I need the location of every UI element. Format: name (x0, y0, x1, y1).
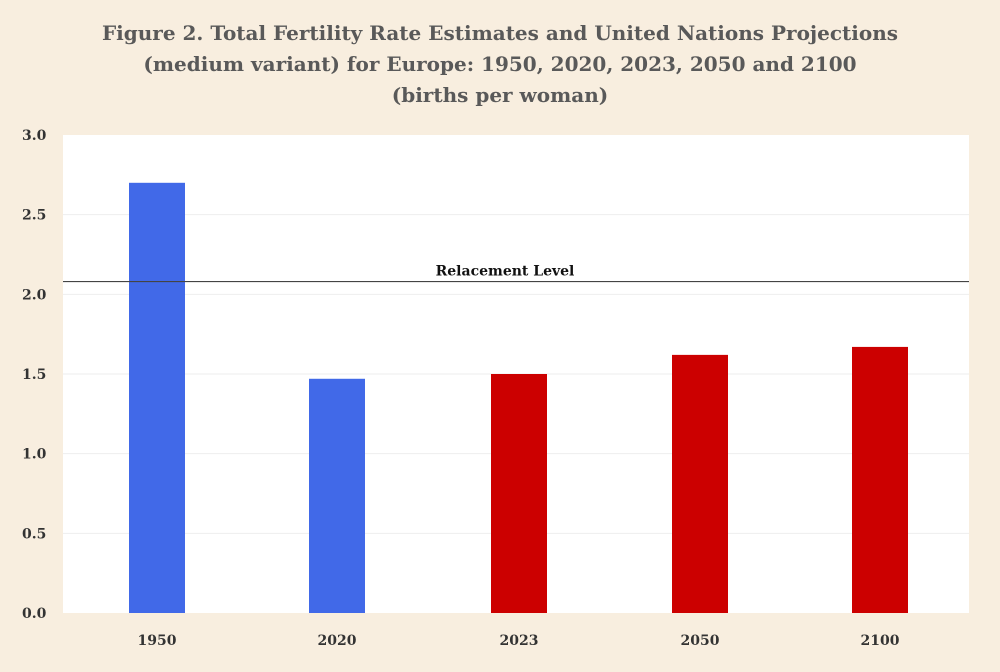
bars (129, 182, 908, 614)
y-tick-label: 0.0 (22, 606, 47, 622)
bar-2050 (672, 354, 728, 613)
y-axis-ticks: 0.0 0.5 1.0 1.5 2.0 2.5 3.0 (22, 128, 47, 622)
chart-title-line: (births per woman) (391, 83, 609, 107)
bar-1950 (129, 182, 185, 614)
chart-title-line: (medium variant) for Europe: 1950, 2020,… (143, 52, 857, 76)
bar-2100 (852, 346, 908, 613)
y-tick-label: 2.0 (22, 287, 47, 303)
x-tick-label: 1950 (138, 633, 177, 649)
y-tick-label: 3.0 (22, 128, 47, 144)
x-tick-label: 2100 (861, 633, 900, 649)
x-axis-ticks: 1950 2020 2023 2050 2100 (138, 633, 900, 649)
y-tick-label: 1.0 (22, 447, 47, 463)
x-tick-label: 2020 (318, 633, 357, 649)
chart-title-line: Figure 2. Total Fertility Rate Estimates… (101, 21, 899, 45)
bar-2023 (491, 374, 547, 613)
y-tick-label: 1.5 (22, 367, 46, 383)
y-tick-label: 2.5 (22, 208, 46, 224)
y-tick-label: 0.5 (22, 526, 46, 542)
bar-2020 (309, 378, 365, 613)
x-tick-label: 2023 (500, 633, 539, 649)
replacement-level-label: Relacement Level (436, 264, 575, 280)
chart-title: Figure 2. Total Fertility Rate Estimates… (0, 18, 1000, 111)
x-tick-label: 2050 (681, 633, 720, 649)
